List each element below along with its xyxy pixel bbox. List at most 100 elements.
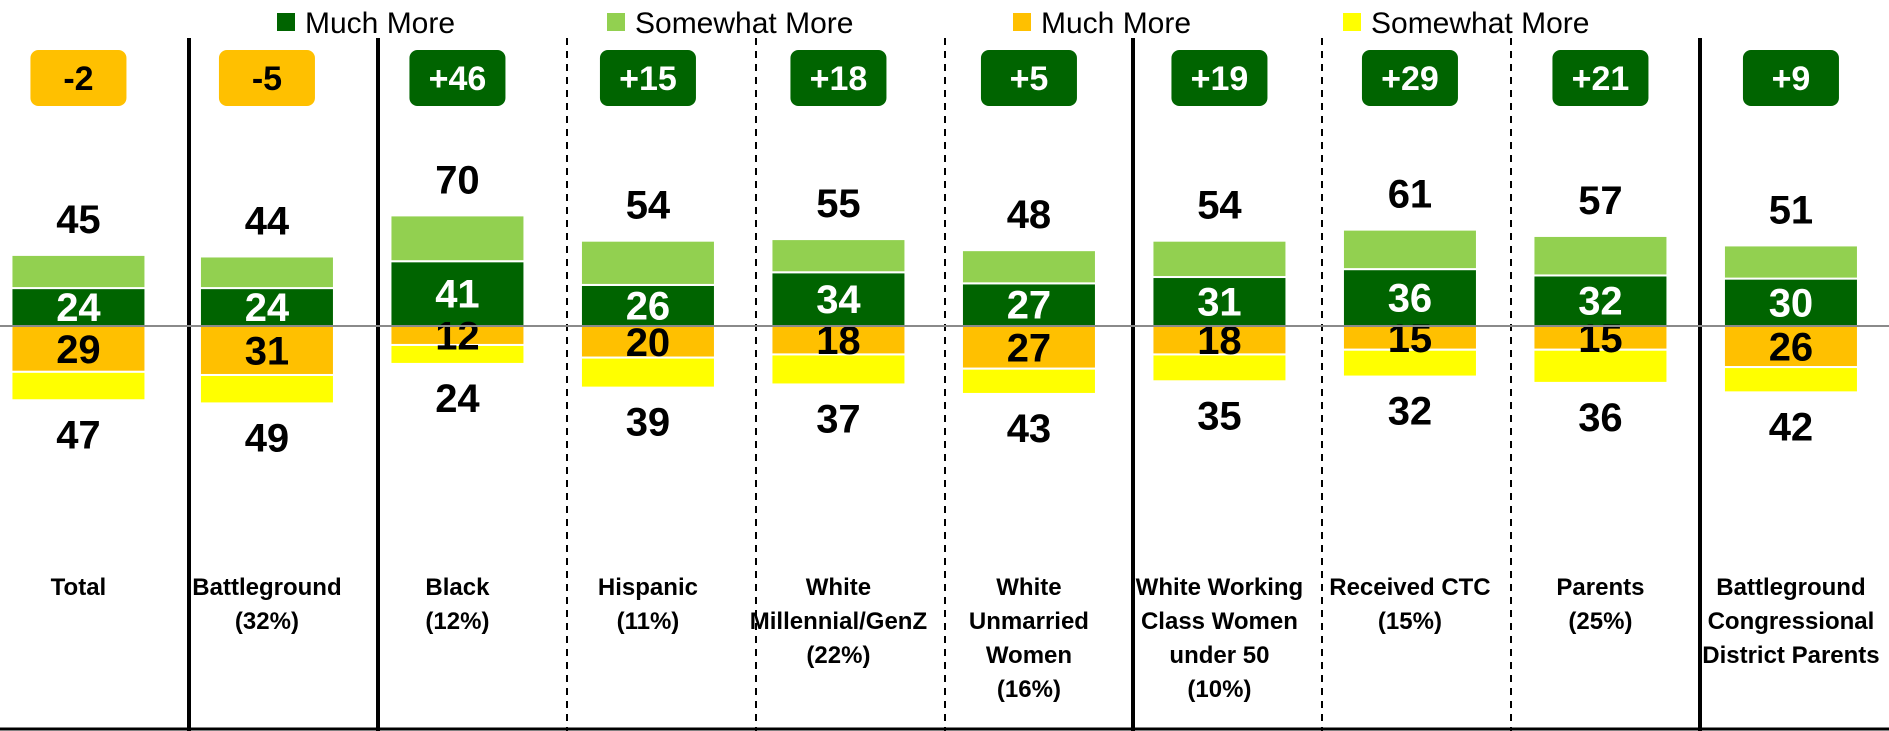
category-label-line: (16%) xyxy=(997,676,1061,703)
bar-somewhat-more-negative xyxy=(389,343,526,365)
net-badge-label: +5 xyxy=(1010,60,1049,98)
bar-somewhat-more-positive xyxy=(198,255,335,290)
category-group: 27 48 27 43 +5 White Unmarried Women (16%) xyxy=(960,50,1097,703)
category-label: Hispanic (11%) xyxy=(598,574,698,635)
bar-somewhat-more-positive xyxy=(1341,228,1478,271)
category-label: Received CTC (15%) xyxy=(1329,574,1490,635)
legend-swatch xyxy=(607,13,625,31)
net-badge xyxy=(1552,50,1649,106)
data-label-much-more-negative: 29 xyxy=(56,328,101,372)
data-label-total-negative: 32 xyxy=(1388,390,1433,434)
net-badge-label: -2 xyxy=(63,60,93,98)
data-label-much-more-positive: 27 xyxy=(1007,284,1052,328)
data-label-total-negative: 36 xyxy=(1578,396,1623,440)
bar-much-more-positive xyxy=(389,260,526,327)
net-badge-label: +29 xyxy=(1381,60,1439,98)
category-label-line: White xyxy=(996,574,1061,601)
category-label-line: White Working xyxy=(1136,574,1304,601)
net-badge xyxy=(980,50,1077,106)
category-label: Parents (25%) xyxy=(1556,574,1644,635)
data-label-total-positive: 54 xyxy=(1197,184,1242,228)
category-label-line: Total xyxy=(51,574,107,601)
net-badge xyxy=(1171,50,1268,106)
category-label: Black (12%) xyxy=(425,574,490,635)
bar-much-more-positive xyxy=(770,271,907,327)
category-group: 24 45 29 47 -2 Total xyxy=(10,50,147,601)
category-label: White Unmarried Women (16%) xyxy=(969,574,1089,703)
category-label: White Millennial/GenZ (22%) xyxy=(750,574,927,669)
bar-somewhat-more-negative xyxy=(1532,348,1669,384)
bar-somewhat-more-negative xyxy=(579,356,716,389)
net-badge xyxy=(409,50,506,106)
category-label: Battleground (32%) xyxy=(192,574,341,635)
net-badge xyxy=(30,50,127,106)
data-label-much-more-positive: 41 xyxy=(435,273,480,317)
legend-swatch xyxy=(277,13,295,31)
category-group: 32 57 15 36 +21 Parents (25%) xyxy=(1532,50,1669,635)
data-label-much-more-negative: 15 xyxy=(1388,317,1433,361)
data-label-total-negative: 42 xyxy=(1769,405,1814,449)
data-label-total-negative: 47 xyxy=(56,413,101,457)
category-label-line: (32%) xyxy=(235,608,299,635)
category-label-line: Congressional xyxy=(1708,608,1875,635)
category-label-line: Hispanic xyxy=(598,574,698,601)
bar-somewhat-more-negative xyxy=(1341,348,1478,378)
legend-swatch xyxy=(1013,13,1031,31)
net-badge-label: +46 xyxy=(429,60,487,98)
category-label: Total xyxy=(51,574,107,601)
category-label-line: (22%) xyxy=(806,642,870,669)
net-badge xyxy=(790,50,887,106)
bar-somewhat-more-negative xyxy=(1151,353,1288,383)
data-label-total-positive: 54 xyxy=(626,184,671,228)
net-badge xyxy=(599,50,696,106)
category-label-line: Battleground xyxy=(1716,574,1865,601)
bar-somewhat-more-negative xyxy=(198,373,335,405)
bar-somewhat-more-negative xyxy=(960,367,1097,395)
bar-somewhat-more-negative xyxy=(770,353,907,386)
net-badge xyxy=(218,50,315,106)
bar-somewhat-more-positive xyxy=(10,253,147,290)
category-label-line: Unmarried xyxy=(969,608,1089,635)
category-label-line: under 50 xyxy=(1169,642,1269,669)
data-label-much-more-positive: 32 xyxy=(1578,280,1623,324)
bar-somewhat-more-positive xyxy=(1722,244,1859,280)
net-badge xyxy=(1361,50,1458,106)
data-label-total-positive: 57 xyxy=(1578,179,1623,223)
bar-much-more-positive xyxy=(579,283,716,328)
category-label-line: Black xyxy=(425,574,490,601)
category-group: 26 54 20 39 +15 Hispanic (11%) xyxy=(579,50,716,635)
data-label-total-positive: 44 xyxy=(245,199,290,243)
legend: Much More Somewhat More Much More Somewhat … xyxy=(277,7,1589,40)
category-label-line: Received CTC xyxy=(1329,574,1490,601)
bar-somewhat-more-negative xyxy=(10,370,147,402)
data-label-total-positive: 70 xyxy=(435,158,480,202)
data-label-total-positive: 55 xyxy=(816,182,861,226)
category-label-line: Women xyxy=(986,642,1072,669)
category-label-line: (12%) xyxy=(425,608,489,635)
category-label-line: White xyxy=(806,574,871,601)
category-group: 41 70 12 24 +46 Black (12%) xyxy=(389,50,526,635)
data-label-total-positive: 51 xyxy=(1769,188,1814,232)
data-label-much-more-positive: 24 xyxy=(245,286,290,330)
category-label-line: Battleground xyxy=(192,574,341,601)
legend-label: Somewhat More xyxy=(635,7,853,40)
category-label-line: Class Women xyxy=(1141,608,1298,635)
data-label-much-more-negative: 27 xyxy=(1007,326,1052,370)
bar-somewhat-more-positive xyxy=(770,238,907,274)
data-label-much-more-positive: 36 xyxy=(1388,277,1433,321)
category-group: 30 51 26 42 +9 Battleground Congressional Distr… xyxy=(1702,50,1880,669)
legend-label: Somewhat More xyxy=(1371,7,1589,40)
data-label-total-negative: 49 xyxy=(245,416,290,460)
net-badge xyxy=(1742,50,1839,106)
data-label-total-negative: 39 xyxy=(626,401,671,445)
bar-somewhat-more-positive xyxy=(1151,239,1288,279)
data-label-much-more-negative: 26 xyxy=(1769,326,1814,370)
category-group: 36 61 15 32 +29 Received CTC (15%) xyxy=(1329,50,1491,635)
data-label-total-negative: 24 xyxy=(435,377,480,421)
legend-label: Much More xyxy=(305,7,455,40)
data-label-much-more-positive: 30 xyxy=(1769,281,1814,325)
data-label-much-more-positive: 26 xyxy=(626,284,671,328)
bar-somewhat-more-positive xyxy=(389,214,526,263)
